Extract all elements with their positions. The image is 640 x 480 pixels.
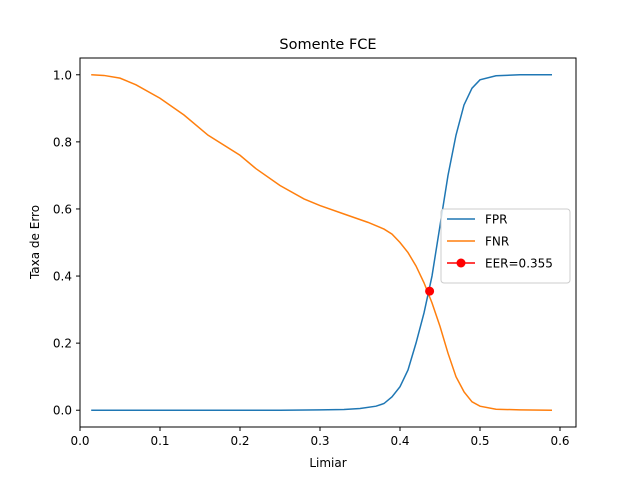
y-axis-label: Taxa de Erro [28,205,42,280]
eer-markers [425,286,435,296]
chart-title: Somente FCE [279,37,376,53]
x-axis: 0.0 0.1 0.2 0.3 0.4 0.5 0.6 [70,427,570,448]
x-tick-label: 0.6 [550,434,569,448]
x-tick-label: 0.2 [230,434,249,448]
legend-label: FPR [485,213,507,227]
y-tick-label: 0.8 [53,135,72,149]
legend-box [440,208,571,284]
plot-lines [91,74,553,411]
legend-label: EER=0.355 [485,257,553,271]
y-tick-label: 1.0 [53,68,72,82]
x-tick-label: 0.1 [150,434,169,448]
y-tick-label: 0.4 [53,270,72,284]
plot-frame [79,57,577,428]
x-axis-label: Limiar [309,456,346,470]
y-axis: 0.0 0.2 0.4 0.6 0.8 1.0 [53,68,80,418]
legend: FPR FNR EER=0.355 [440,208,571,284]
series-line-fnr [91,74,553,411]
x-tick-label: 0.0 [70,434,89,448]
series-line-fpr [91,74,552,411]
y-tick-label: 0.2 [53,337,72,351]
x-tick-label: 0.4 [390,434,409,448]
eer-point [425,286,435,296]
y-tick-label: 0.0 [53,404,72,418]
legend-label: FNR [485,235,509,249]
y-tick-label: 0.6 [53,202,72,216]
legend-marker [456,258,466,268]
x-tick-label: 0.5 [470,434,489,448]
x-tick-label: 0.3 [310,434,329,448]
